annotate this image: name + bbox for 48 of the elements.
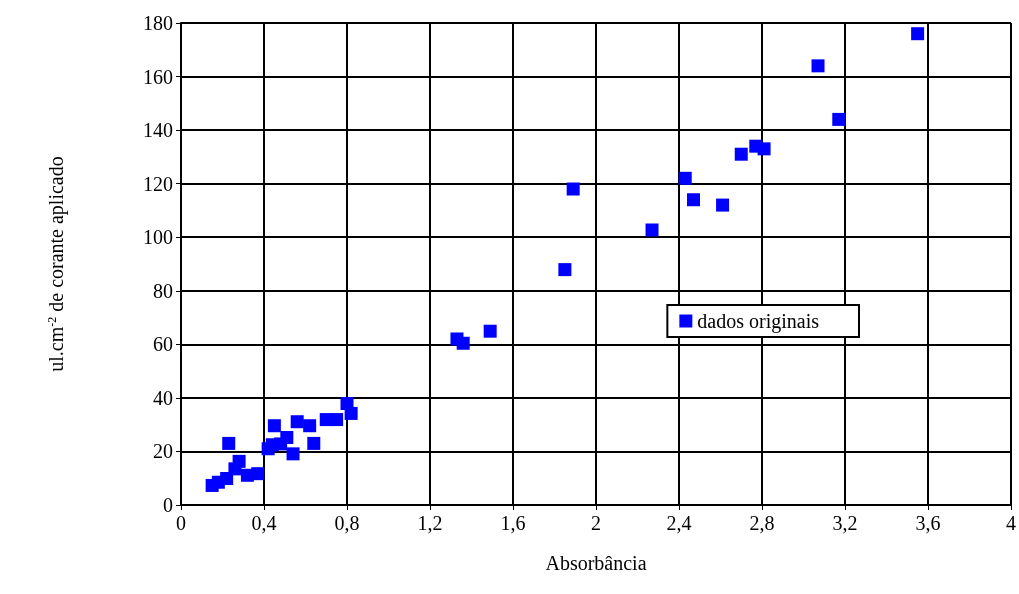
y-tick-label: 140 [143, 119, 173, 142]
point [220, 471, 234, 485]
y-tick-label: 180 [143, 12, 173, 34]
y-axis-title: ul.cm-2 de corante aplicado [45, 156, 68, 372]
point [267, 419, 281, 433]
y-tick-label: 20 [153, 440, 173, 463]
point [232, 454, 246, 468]
point [716, 198, 730, 212]
point [280, 431, 294, 445]
point [678, 171, 692, 185]
x-tick-label: 2,8 [749, 512, 775, 534]
point [307, 436, 321, 450]
x-axis-title: Absorbância [545, 552, 647, 574]
x-tick-label: 1,2 [417, 512, 443, 534]
point [811, 59, 825, 73]
y-tick-label: 60 [153, 333, 173, 356]
point [687, 193, 701, 207]
point [303, 419, 317, 433]
point [251, 467, 265, 481]
y-tick-label: 80 [153, 279, 173, 302]
point [483, 324, 497, 338]
y-tick-label: 40 [153, 386, 173, 409]
point [456, 336, 470, 350]
point [558, 263, 572, 277]
x-tick-label: 3,6 [915, 512, 941, 534]
x-tick-label: 2,4 [666, 512, 692, 534]
y-tick-label: 100 [143, 226, 173, 249]
x-tick-label: 3,2 [832, 512, 858, 534]
x-tick-label: 0,8 [334, 512, 360, 534]
x-tick-label: 2 [591, 512, 601, 534]
point [290, 415, 304, 429]
point [734, 147, 748, 161]
x-tick-label: 1,6 [500, 512, 526, 534]
legend-label: dados originais [697, 310, 820, 333]
point [911, 27, 925, 41]
x-tick-label: 4 [1006, 512, 1016, 534]
point [832, 112, 846, 126]
y-tick-label: 0 [163, 494, 173, 516]
y-tick-label: 160 [143, 65, 173, 88]
point [222, 436, 236, 450]
point [757, 142, 771, 156]
x-tick-label: 0,4 [251, 512, 277, 534]
point [344, 406, 358, 420]
point [286, 447, 300, 461]
point [645, 223, 659, 237]
point [330, 413, 344, 427]
y-tick-label: 120 [143, 172, 173, 195]
point [566, 182, 580, 196]
